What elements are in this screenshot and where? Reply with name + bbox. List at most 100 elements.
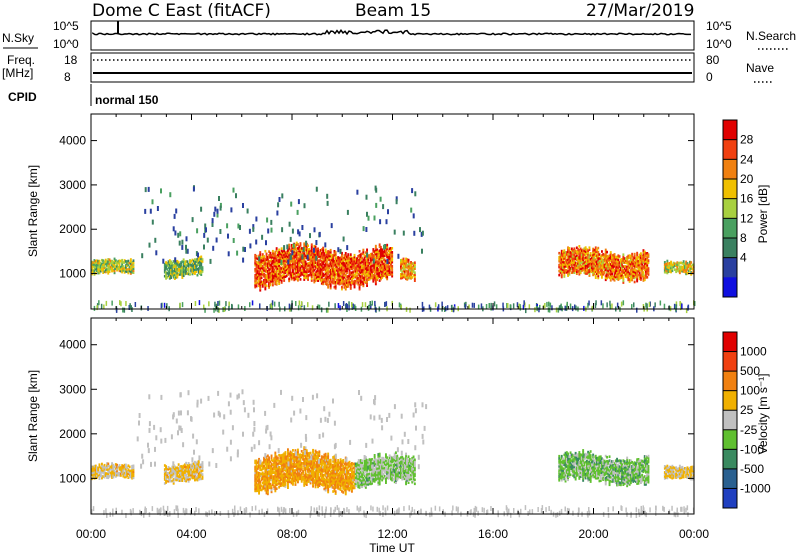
scatter-cell: [269, 265, 272, 269]
scatter-cell: [333, 272, 336, 275]
scatter-cell: [405, 265, 407, 269]
scatter-cell: [276, 474, 279, 478]
scatter-cell: [120, 301, 122, 307]
scatter-cell: [225, 301, 227, 307]
scatter-cell: [329, 260, 332, 264]
scatter-cell: [319, 253, 322, 256]
scatter-cell: [279, 484, 282, 487]
scatter-cell: [279, 276, 282, 279]
scatter-cell: [334, 285, 337, 288]
scatter-cell: [624, 265, 627, 268]
scatter-cell: [371, 252, 373, 256]
scatter-cell: [643, 254, 646, 258]
scatter-cell: [289, 271, 292, 274]
scatter-cell: [299, 244, 302, 247]
scatter-cell: [268, 466, 270, 469]
scatter-cell: [319, 265, 322, 268]
scatter-cell: [689, 268, 691, 272]
scatter-cell: [297, 275, 299, 278]
scatter-cell: [305, 268, 308, 272]
scatter-cell: [279, 266, 282, 269]
scatter-cell: [325, 263, 328, 266]
scatter-cell: [181, 469, 184, 472]
scatter-cell: [405, 259, 407, 263]
scatter-cell: [170, 475, 172, 479]
scatter-cell: [179, 302, 181, 308]
scatter-cell: [611, 274, 613, 277]
scatter-cell: [287, 249, 289, 252]
scatter-cell: [178, 473, 181, 476]
scatter-cell: [366, 264, 368, 267]
scatter-cell: [322, 262, 325, 266]
scatter-cell: [270, 270, 273, 273]
scatter-cell: [263, 472, 265, 476]
scatter-cell: [322, 252, 325, 256]
scatter-cell: [312, 261, 314, 265]
scatter-cell: [273, 471, 276, 474]
scatter-cell: [246, 208, 249, 214]
scatter-cell: [195, 476, 198, 479]
scatter-cell: [640, 266, 642, 269]
scatter-cell: [171, 473, 174, 477]
scatter-cell: [320, 268, 323, 271]
power-ylabel: Slant Range [km]: [26, 165, 40, 257]
scatter-cell: [343, 486, 346, 490]
scatter-cell: [348, 264, 351, 268]
scatter-cell: [288, 267, 291, 271]
scatter-cell: [284, 271, 287, 274]
scatter-cell: [91, 471, 93, 475]
scatter-cell: [119, 267, 122, 271]
scatter-cell: [197, 263, 200, 266]
scatter-cell: [333, 465, 336, 468]
scatter-cell: [255, 256, 258, 260]
scatter-cell: [288, 253, 291, 257]
scatter-cell: [368, 262, 371, 265]
scatter-cell: [339, 260, 342, 264]
scatter-cell: [379, 265, 382, 269]
scatter-cell: [353, 261, 356, 265]
scatter-cell: [563, 275, 566, 278]
scatter-cell: [276, 267, 279, 270]
scatter-cell: [103, 465, 106, 469]
scatter-cell: [319, 466, 322, 470]
scatter-cell: [366, 248, 368, 252]
scatter-cell: [197, 474, 200, 477]
scatter-cell: [367, 270, 370, 273]
scatter-cell: [597, 250, 600, 254]
scatter-cell: [175, 476, 178, 480]
scatter-cell: [111, 269, 113, 273]
scatter-cell: [344, 281, 347, 285]
scatter-cell: [269, 283, 272, 287]
scatter-cell: [281, 260, 284, 263]
scatter-cell: [300, 466, 303, 469]
scatter-cell: [259, 468, 262, 471]
scatter-cell: [388, 273, 391, 276]
scatter-cell: [300, 468, 303, 471]
scatter-cell: [199, 463, 201, 467]
scatter-cell: [180, 261, 183, 264]
scatter-cell: [591, 256, 593, 260]
scatter-cell: [408, 276, 411, 280]
scatter-cell: [329, 250, 332, 254]
scatter-cell: [598, 257, 601, 260]
scatter-cell: [609, 279, 612, 282]
scatter-cell: [603, 271, 606, 275]
scatter-cell: [126, 470, 129, 473]
scatter-cell: [386, 275, 389, 279]
scatter-cell: [265, 485, 268, 489]
scatter-cell: [102, 271, 105, 274]
scatter-cell: [111, 263, 113, 267]
scatter-cell: [373, 256, 376, 259]
scatter-cell: [317, 471, 319, 475]
scatter-cell: [313, 481, 316, 484]
scatter-cell: [324, 270, 327, 273]
scatter-cell: [635, 263, 637, 266]
scatter-cell: [103, 264, 106, 268]
scatter-cell: [269, 482, 272, 486]
scatter-cell: [327, 250, 330, 253]
scatter-cell: [562, 250, 564, 254]
scatter-cell: [363, 270, 366, 273]
scatter-cell: [582, 256, 585, 260]
scatter-cell: [180, 271, 183, 274]
scatter-cell: [274, 477, 277, 481]
